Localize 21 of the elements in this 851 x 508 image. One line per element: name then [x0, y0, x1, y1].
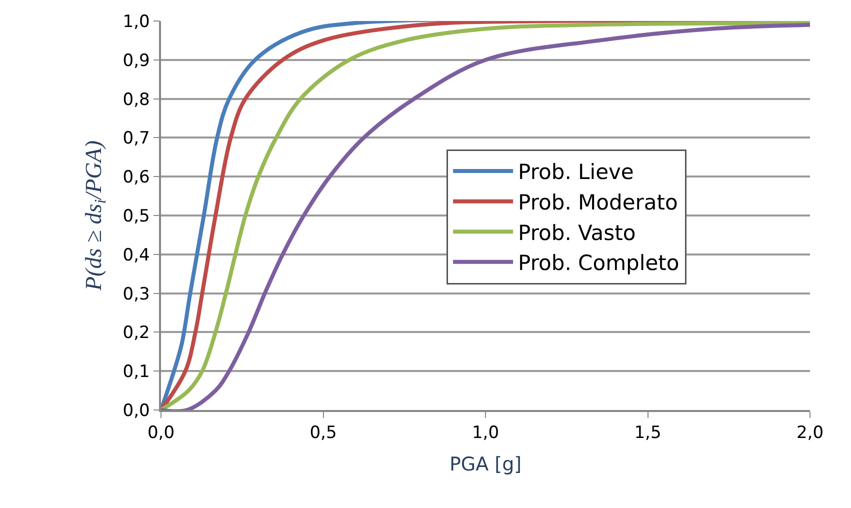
y-tick-label: 0,7 — [122, 128, 150, 149]
x-tick-label: 0,0 — [147, 423, 175, 444]
legend-label: Prob. Lieve — [518, 160, 634, 184]
y-tick-label: 0,1 — [122, 362, 150, 382]
y-tick-label: 0,9 — [122, 50, 150, 71]
x-tick-label: 1,0 — [472, 423, 500, 444]
legend-label: Prob. Completo — [518, 251, 680, 276]
x-tick-label: 1,5 — [634, 423, 662, 444]
legend-label: Prob. Moderato — [518, 190, 678, 215]
y-tick-label: 1,0 — [122, 12, 150, 32]
y-tick-label: 0,5 — [122, 206, 150, 226]
y-tick-label: 0,3 — [122, 284, 150, 304]
y-tick-label: 0,8 — [122, 90, 150, 110]
y-tick-label: 0,6 — [122, 168, 150, 188]
x-tick-label: 2,0 — [796, 423, 824, 444]
x-tick-label: 0,5 — [310, 423, 337, 444]
y-tick-label: 0,2 — [122, 323, 150, 344]
x-axis-title: PGA [g] — [449, 453, 522, 476]
legend-label: Prob. Vasto — [518, 220, 636, 245]
y-tick-label: 0,4 — [122, 245, 150, 266]
y-tick-label: 0,0 — [122, 400, 150, 421]
